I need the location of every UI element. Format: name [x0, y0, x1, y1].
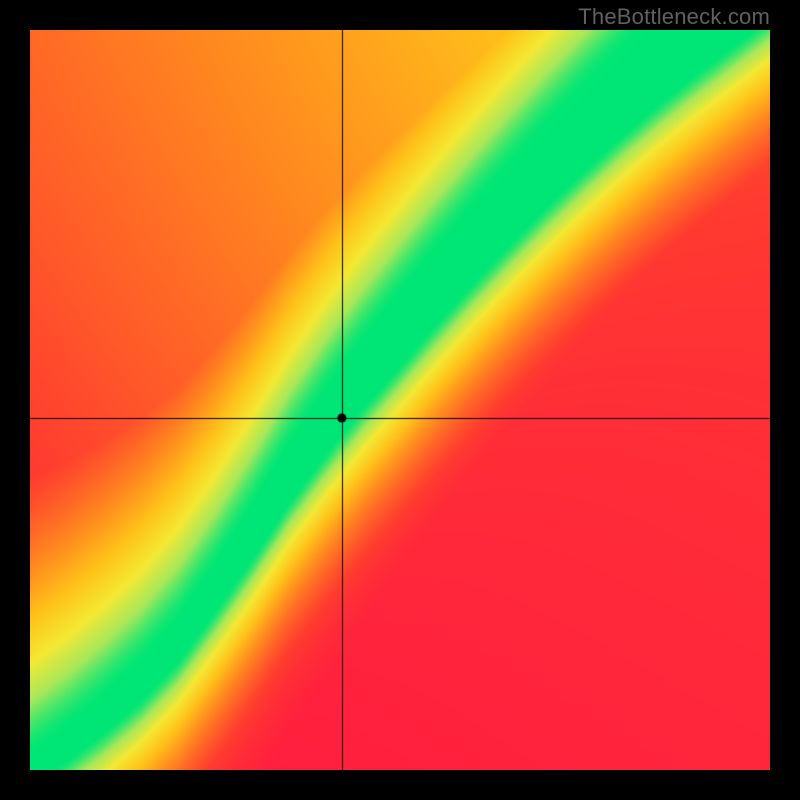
heatmap-plot	[30, 30, 770, 770]
watermark-text: TheBottleneck.com	[578, 4, 770, 30]
heatmap-canvas	[30, 30, 770, 770]
